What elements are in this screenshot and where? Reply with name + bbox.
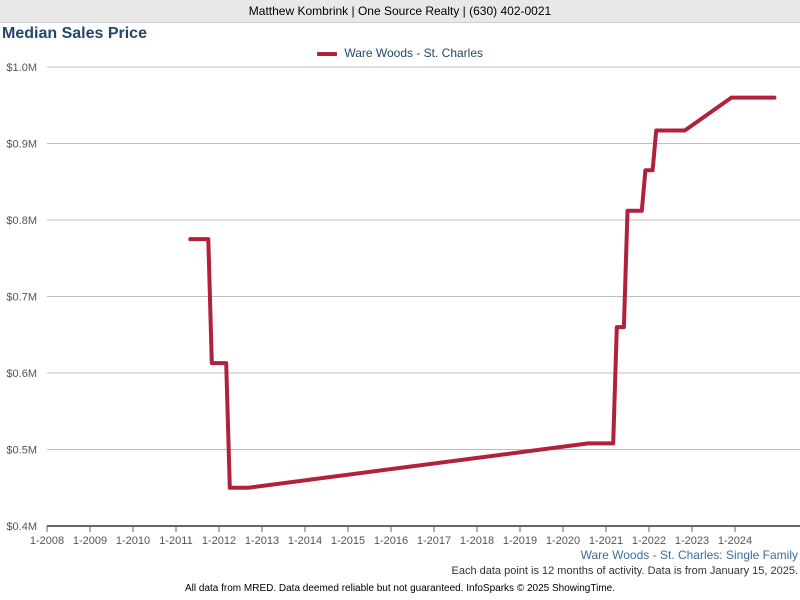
x-tick-label: 1-2009 — [73, 535, 107, 547]
series-line[interactable] — [188, 95, 777, 490]
x-tick-label: 1-2018 — [460, 535, 494, 547]
x-tick-label: 1-2010 — [116, 535, 150, 547]
y-tick-label: $0.4M — [6, 521, 37, 533]
chart-title: Median Sales Price — [2, 25, 147, 42]
legend-label: Ware Woods - St. Charles — [344, 46, 484, 60]
y-tick-label: $0.6M — [6, 368, 37, 380]
x-tick-label: 1-2024 — [718, 535, 752, 547]
x-tick-label: 1-2019 — [503, 535, 537, 547]
y-tick-label: $0.8M — [6, 215, 37, 227]
axes: $0.4M $0.5M $0.6M $0.7M $0.8M $0.9M $1.0M 1-200… — [6, 62, 800, 547]
x-tick-label: 1-2015 — [331, 535, 365, 547]
x-tick-label: 1-2016 — [374, 535, 408, 547]
x-tick-label: 1-2013 — [245, 535, 279, 547]
x-tick-label: 1-2011 — [159, 535, 192, 547]
y-tick-label: $0.5M — [6, 445, 37, 457]
legend-swatch — [316, 51, 337, 56]
header-text: Matthew Kombrink | One Source Realty | (… — [248, 4, 552, 18]
x-tick-label: 1-2023 — [675, 535, 709, 547]
x-tick-label: 1-2012 — [202, 535, 236, 547]
x-tick-label: 1-2017 — [417, 535, 451, 547]
x-tick-label: 1-2021 — [589, 535, 623, 547]
y-tick-label: $1.0M — [6, 62, 37, 74]
series-layer — [188, 95, 777, 490]
period-note: Each data point is 12 months of activity… — [451, 565, 798, 577]
source-caption: Ware Woods - St. Charles: Single Family — [580, 548, 798, 562]
gridlines — [47, 66, 800, 450]
header-bar: Matthew Kombrink | One Source Realty | (… — [0, 0, 800, 23]
y-tick-label: $0.7M — [6, 292, 37, 304]
x-tick-label: 1-2008 — [30, 535, 64, 547]
footer-disclaimer: All data from MRED. Data deemed reliable… — [184, 583, 615, 594]
legend[interactable]: Ware Woods - St. Charles — [0, 46, 800, 60]
y-tick-label: $0.9M — [6, 139, 37, 151]
x-tick-label: 1-2022 — [632, 535, 666, 547]
x-tick-label: 1-2020 — [546, 535, 580, 547]
x-tick-label: 1-2014 — [288, 535, 322, 547]
